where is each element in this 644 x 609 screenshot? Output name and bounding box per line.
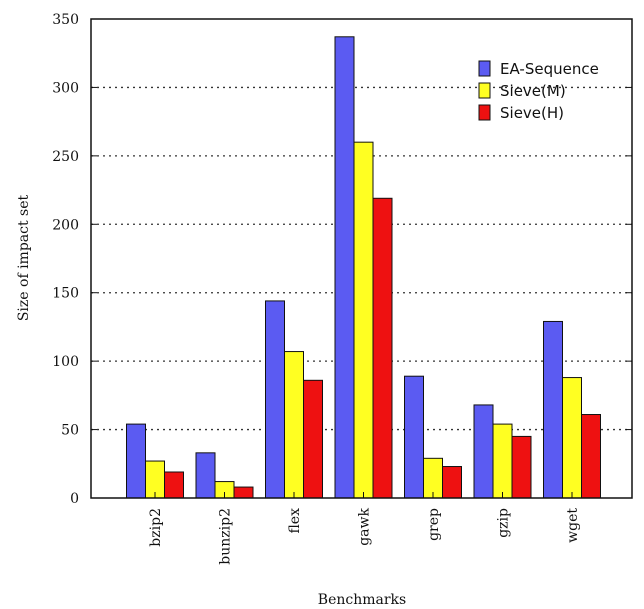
x-tick-label: gawk [357, 507, 373, 545]
bar [233, 486, 254, 499]
y-tick-label: 300 [52, 80, 79, 96]
legend-label: Sieve(H) [500, 104, 564, 122]
legend-label: Sieve(M) [500, 82, 566, 100]
bar [511, 435, 532, 499]
bar [303, 379, 323, 499]
x-tick-label: bzip2 [148, 508, 164, 547]
x-tick-label: gzip [496, 508, 512, 538]
plot-frame [90, 18, 633, 499]
bar [284, 351, 304, 499]
y-tick-labels: 0 50 100 150 200 250 300 350 [52, 12, 79, 507]
y-tick-label: 250 [52, 149, 79, 165]
bar [492, 423, 513, 499]
bar [372, 197, 393, 499]
y-tick-label: 50 [61, 423, 79, 439]
bars [126, 36, 601, 499]
bar [404, 375, 424, 499]
bar [265, 300, 285, 499]
x-tick-label: flex [287, 508, 303, 534]
y-tick-label: 0 [70, 491, 79, 507]
bar [543, 320, 563, 499]
bar [353, 141, 374, 499]
y-tick-label: 100 [52, 354, 79, 370]
bar [195, 452, 216, 499]
legend: EA-Sequence Sieve(M) Sieve(H) [478, 60, 599, 122]
bar [581, 414, 601, 499]
axes [90, 18, 633, 499]
x-tick-label: grep [426, 508, 442, 541]
legend-swatch [478, 60, 491, 77]
y-tick-label: 350 [52, 12, 79, 28]
y-tick-label: 150 [52, 286, 79, 302]
y-tick-label: 200 [52, 217, 79, 233]
x-axis-label: Benchmarks [318, 592, 406, 608]
y-axis-label: Size of impact set [16, 194, 32, 321]
bar [334, 36, 355, 499]
x-tick-labels: bzip2 bunzip2 flex gawk grep gzip wget [148, 507, 581, 564]
bar [442, 466, 462, 499]
bar [473, 404, 494, 499]
legend-swatch [478, 82, 491, 99]
bar [126, 423, 146, 499]
legend-label: EA-Sequence [500, 60, 599, 78]
x-tick-label: wget [565, 508, 581, 543]
x-tick-label: bunzip2 [218, 508, 234, 565]
bar [164, 471, 184, 499]
bar [562, 377, 582, 499]
legend-swatch [478, 104, 491, 121]
